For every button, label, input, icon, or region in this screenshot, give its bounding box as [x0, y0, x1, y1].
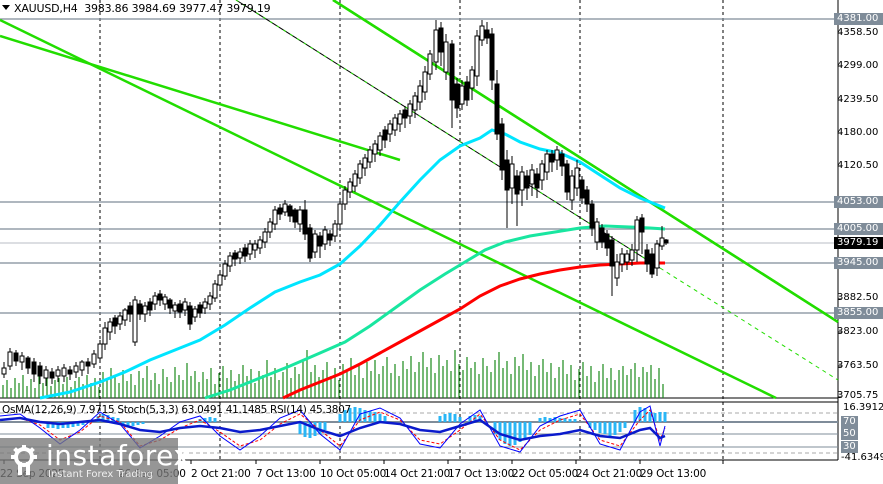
time-label: 22 Oct 05:00 — [512, 468, 579, 480]
time-axis-ticks — [3, 460, 724, 464]
watermark-tagline: Instant Forex Trading — [48, 469, 154, 480]
watermark-brand: instaforex — [46, 439, 191, 472]
level-30-label: 30 — [841, 441, 858, 453]
trend-channel — [0, 0, 839, 324]
symbol-label: XAUUSD,H4 — [14, 2, 78, 15]
level-70-label: 70 — [841, 416, 858, 428]
time-label: 29 Oct 13:00 — [640, 468, 707, 480]
price-tick-label: 4120.50 — [837, 160, 879, 171]
ema-mid-line — [204, 224, 666, 400]
ohlc-values: 3983.86 3984.69 3977.47 3979.19 — [84, 2, 271, 15]
ema-slow-line — [282, 261, 665, 400]
time-label: 2 Oct 21:00 — [191, 468, 251, 480]
instaforex-watermark: instaforex Instant Forex Trading — [0, 438, 190, 484]
time-label: 24 Oct 21:00 — [576, 468, 643, 480]
level-50-label: 50 — [841, 428, 858, 440]
price-tick-label: 4299.00 — [837, 60, 879, 71]
chart-title[interactable]: XAUUSD,H4 3983.86 3984.69 3977.47 3979.1… — [2, 2, 271, 15]
price-level-label: 4005.00 — [834, 223, 883, 235]
trend-channel-lines — [0, 0, 839, 400]
indicator-pane — [0, 405, 838, 454]
price-level-label: 3945.00 — [834, 257, 883, 269]
gear-logo-icon — [11, 445, 37, 475]
time-label: 17 Oct 13:00 — [448, 468, 515, 480]
price-tick-label: 4180.00 — [837, 127, 879, 138]
horizontal-levels — [0, 18, 838, 314]
current-price-label: 3979.19 — [834, 237, 883, 249]
indicator-max-label: 16.3912 — [843, 402, 883, 413]
price-tick-label: 3705.75 — [837, 390, 879, 401]
rsi-line — [0, 416, 666, 442]
indicator-title: OsMA(12,26,9) 7.9715 Stoch(5,3,3) 63.049… — [2, 404, 351, 416]
indicator-min-label: -41.6349 — [841, 452, 883, 463]
time-label: 10 Oct 05:00 — [320, 468, 387, 480]
channel-midline-overlay — [235, 0, 661, 269]
price-tick-label: 3823.00 — [837, 326, 879, 337]
price-level-label: 3855.00 — [834, 307, 883, 319]
volume-bars — [2, 350, 664, 398]
price-level-label: 4381.00 — [834, 13, 883, 25]
price-tick-label: 4239.50 — [837, 94, 879, 105]
price-tick-label: 3882.50 — [837, 292, 879, 303]
ema-fast-line — [39, 128, 666, 400]
time-label: 14 Oct 21:00 — [384, 468, 451, 480]
price-tick-label: 4358.50 — [837, 27, 879, 38]
price-axis-ticks — [838, 32, 842, 398]
candlesticks — [1, 20, 669, 386]
price-tick-label: 3763.50 — [837, 360, 879, 371]
price-level-label: 4053.00 — [834, 196, 883, 208]
time-label: 7 Oct 13:00 — [256, 468, 316, 480]
collapse-triangle-icon[interactable] — [2, 5, 10, 10]
channel-midline-projection — [659, 267, 839, 381]
